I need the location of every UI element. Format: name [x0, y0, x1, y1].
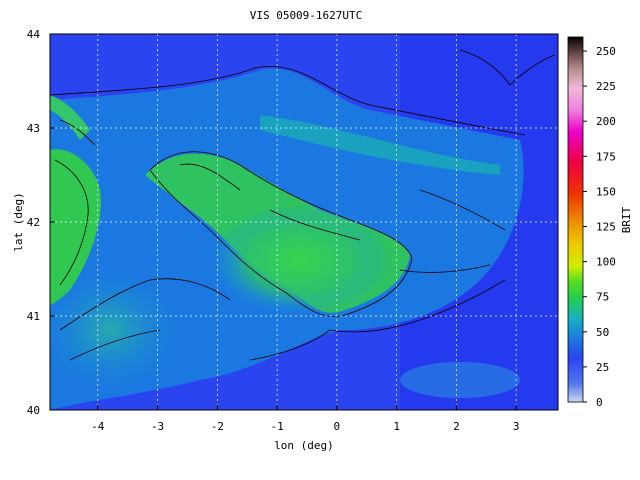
y-tick-label: 40: [27, 404, 40, 417]
haze-west: [50, 270, 180, 390]
x-tick-label: 3: [513, 420, 520, 433]
colorbar-tick-label: 150: [596, 185, 616, 198]
mountain-ridge: [260, 115, 500, 175]
colorbar-tick-label: 0: [596, 396, 603, 409]
colorbar-tick-label: 100: [596, 256, 616, 269]
haze-southeast: [400, 362, 520, 398]
colorbar-tick-label: 75: [596, 291, 609, 304]
x-tick-label: 0: [334, 420, 341, 433]
x-tick-label: -1: [270, 420, 283, 433]
y-tick-label: 41: [27, 310, 40, 323]
mountain-ridge-west: [50, 95, 90, 140]
x-tick-label: -2: [211, 420, 224, 433]
colorbar-tick-label: 50: [596, 326, 609, 339]
haze-center: [210, 205, 390, 315]
colorbar-tick-label: 200: [596, 115, 616, 128]
x-axis-label: lon (deg): [274, 439, 334, 452]
y-tick-label: 42: [27, 216, 40, 229]
colorbar-tick-label: 225: [596, 80, 616, 93]
colorbar-tick-label: 25: [596, 361, 609, 374]
x-axis: -4 -3 -2 -1 0 1 2 3: [91, 405, 519, 433]
y-axis-label: lat (deg): [12, 192, 25, 252]
x-tick-label: -3: [151, 420, 164, 433]
colorbar-label: BRIT: [620, 206, 633, 233]
terrain-contours: [50, 49, 556, 361]
plot-area: [50, 34, 558, 410]
cloud-band-west: [50, 149, 101, 305]
chart-title: VIS 05009-1627UTC: [250, 9, 363, 22]
x-tick-label: 2: [453, 420, 460, 433]
colorbar: [567, 36, 584, 403]
y-tick-label: 44: [27, 28, 41, 41]
colorbar-tick-label: 175: [596, 150, 616, 163]
x-tick-label: 1: [393, 420, 400, 433]
y-tick-label: 43: [27, 122, 40, 135]
colorbar-ticks: 0 25 50 75 100 125 150 175 200 225 250: [583, 45, 616, 409]
colorbar-tick-label: 125: [596, 221, 616, 234]
colorbar-tick-label: 250: [596, 45, 616, 58]
y-axis: 40 41 42 43 44: [27, 28, 55, 417]
x-tick-label: -4: [91, 420, 105, 433]
